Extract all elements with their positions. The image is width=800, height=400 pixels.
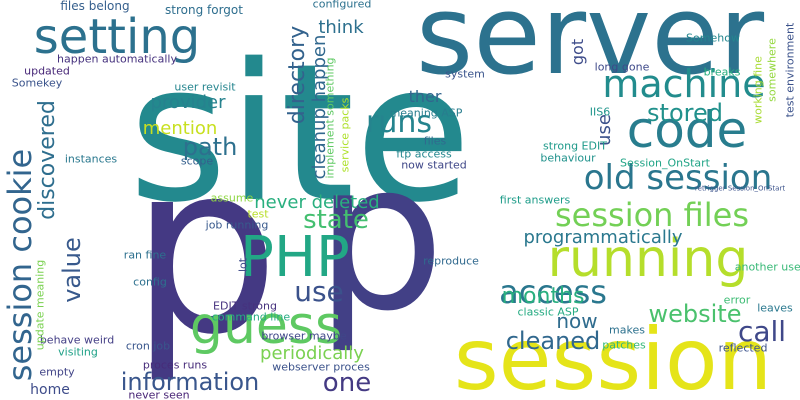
cloud-word: service packs <box>338 97 352 173</box>
cloud-word: EDIT strong <box>213 299 277 313</box>
cloud-word: code <box>626 101 748 159</box>
cloud-word: running <box>547 229 749 289</box>
cloud-word: path <box>182 133 238 161</box>
cloud-word: periodically <box>260 343 364 364</box>
cloud-word: behaviour <box>540 151 596 165</box>
cloud-word: somewhere <box>765 38 779 102</box>
cloud-word: one <box>322 368 372 398</box>
cloud-word: ther <box>408 87 442 106</box>
cloud-word: directory <box>285 25 310 125</box>
cloud-word: IIS6 <box>589 105 611 119</box>
cloud-word: proces runs <box>142 358 208 372</box>
cloud-word: call <box>737 315 787 348</box>
cloud-word: got <box>568 38 587 66</box>
cloud-word: programmatically <box>523 227 683 248</box>
cloud-word: session <box>453 310 773 400</box>
cloud-word: p <box>130 113 280 387</box>
cloud-word: browser maybe <box>261 329 347 343</box>
cloud-word: user revisit <box>174 80 236 94</box>
cloud-word: configured <box>312 0 372 11</box>
cloud-word: another user <box>734 260 800 274</box>
cloud-word: value <box>58 237 86 303</box>
cloud-word: visiting <box>58 345 98 359</box>
cloud-word: empty <box>39 365 75 379</box>
cloud-word: reflected <box>718 341 768 355</box>
cloud-word: session files <box>554 196 750 234</box>
cloud-word: patches <box>602 338 646 352</box>
cloud-word: use <box>294 275 344 308</box>
cloud-word: strong EDIT <box>543 139 607 153</box>
cloud-word: job running <box>205 218 269 232</box>
cloud-word: mention <box>142 118 218 139</box>
cloud-word: access <box>499 273 607 311</box>
cloud-word: months <box>501 284 585 309</box>
cloud-word: happen automatically <box>57 52 177 66</box>
cloud-word: files belong <box>60 0 130 13</box>
cloud-word: assume <box>210 191 254 205</box>
cloud-word: provider <box>150 92 226 113</box>
cloud-word: classic ASP <box>517 305 579 319</box>
cloud-word: updated <box>24 64 70 78</box>
cloud-word: state <box>303 205 369 235</box>
cloud-word: PHP <box>240 225 350 290</box>
cloud-word: guess <box>189 296 343 356</box>
cloud-word: makes <box>609 323 645 337</box>
cloud-word: site <box>128 23 472 244</box>
cloud-word: runs <box>366 105 432 140</box>
cloud-word: test <box>247 207 269 221</box>
cloud-word: leaves <box>757 301 793 315</box>
cloud-word: machine <box>602 62 766 106</box>
cloud-word: retrigger Session_OnStart <box>694 184 786 193</box>
cloud-word: instances <box>64 152 118 166</box>
cloud-word: now <box>556 309 598 333</box>
cloud-word: session cookie <box>1 148 39 382</box>
cloud-word: think <box>318 17 364 38</box>
cloud-word: website <box>648 300 742 328</box>
cloud-word: breaks <box>703 65 741 79</box>
cloud-word: meaning ASP <box>389 106 463 120</box>
cloud-word: now started <box>401 158 467 172</box>
cloud-word: cron job <box>125 339 171 353</box>
cloud-word: test environment <box>783 22 797 118</box>
cloud-word: command line <box>211 310 291 324</box>
cloud-word: strong forgot <box>165 3 243 17</box>
cloud-word: home <box>30 382 70 398</box>
cloud-word: information <box>120 368 260 396</box>
cloud-word: reproduce <box>423 254 479 268</box>
cloud-word: working fine <box>751 56 765 124</box>
cloud-word: scope <box>180 154 214 168</box>
cloud-word: Somekey <box>11 76 63 90</box>
cloud-word: config <box>133 275 167 289</box>
cloud-word: never seen <box>128 388 190 400</box>
cloud-word: cleaned <box>505 327 601 355</box>
cloud-word: Somehow <box>686 31 740 45</box>
cloud-word: server <box>415 0 765 99</box>
cloud-word: Session_OnStart <box>620 156 710 170</box>
cloud-word: never deleted <box>254 192 380 213</box>
cloud-word: p <box>314 118 446 357</box>
cloud-word: setting <box>33 9 201 65</box>
cloud-word: ftp access <box>396 147 452 161</box>
cloud-word: long gone <box>594 60 650 74</box>
cloud-word: lot <box>236 257 250 273</box>
cloud-word: update meaning <box>33 259 47 351</box>
cloud-word: system <box>445 67 485 81</box>
cloud-word: files <box>423 134 447 148</box>
cloud-word: implement something <box>323 57 337 179</box>
cloud-word: webserver proces <box>272 360 370 374</box>
cloud-word: old session <box>583 158 773 198</box>
cloud-word: stored <box>647 99 723 127</box>
cloud-word: behave weird <box>39 333 115 347</box>
cloud-word: error <box>723 293 751 307</box>
cloud-word: ran fine <box>123 248 167 262</box>
cloud-word: discovered <box>35 100 60 220</box>
cloud-word: first answers <box>499 193 571 207</box>
